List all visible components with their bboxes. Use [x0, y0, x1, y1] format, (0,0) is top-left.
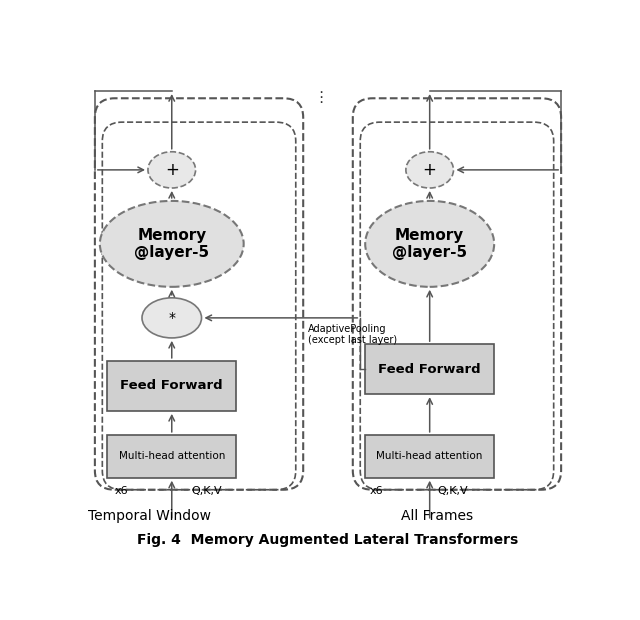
Text: Q,K,V: Q,K,V — [437, 487, 468, 497]
Text: Feed Forward: Feed Forward — [120, 379, 223, 392]
FancyBboxPatch shape — [365, 344, 494, 394]
Ellipse shape — [406, 152, 454, 188]
Text: ⋮: ⋮ — [313, 90, 328, 105]
Text: Temporal Window: Temporal Window — [88, 509, 211, 523]
FancyBboxPatch shape — [365, 435, 494, 478]
Ellipse shape — [365, 201, 494, 287]
Text: Memory
@layer-5: Memory @layer-5 — [134, 228, 209, 260]
Text: Memory
@layer-5: Memory @layer-5 — [392, 228, 467, 260]
Ellipse shape — [142, 298, 202, 338]
Text: All Frames: All Frames — [401, 509, 473, 523]
Text: Feed Forward: Feed Forward — [378, 363, 481, 376]
Text: x6: x6 — [115, 487, 129, 497]
Text: Fig. 4  Memory Augmented Lateral Transformers: Fig. 4 Memory Augmented Lateral Transfor… — [138, 533, 518, 547]
Text: Multi-head attention: Multi-head attention — [376, 451, 483, 461]
Text: +: + — [423, 161, 436, 179]
Text: x6: x6 — [370, 487, 384, 497]
Text: AdaptivePooling
(except last layer): AdaptivePooling (except last layer) — [308, 324, 397, 345]
FancyBboxPatch shape — [108, 361, 236, 411]
Ellipse shape — [148, 152, 196, 188]
FancyBboxPatch shape — [108, 435, 236, 478]
Ellipse shape — [100, 201, 244, 287]
Text: Multi-head attention: Multi-head attention — [118, 451, 225, 461]
Text: *: * — [168, 311, 175, 325]
Text: +: + — [165, 161, 179, 179]
Text: Q,K,V: Q,K,V — [191, 487, 222, 497]
